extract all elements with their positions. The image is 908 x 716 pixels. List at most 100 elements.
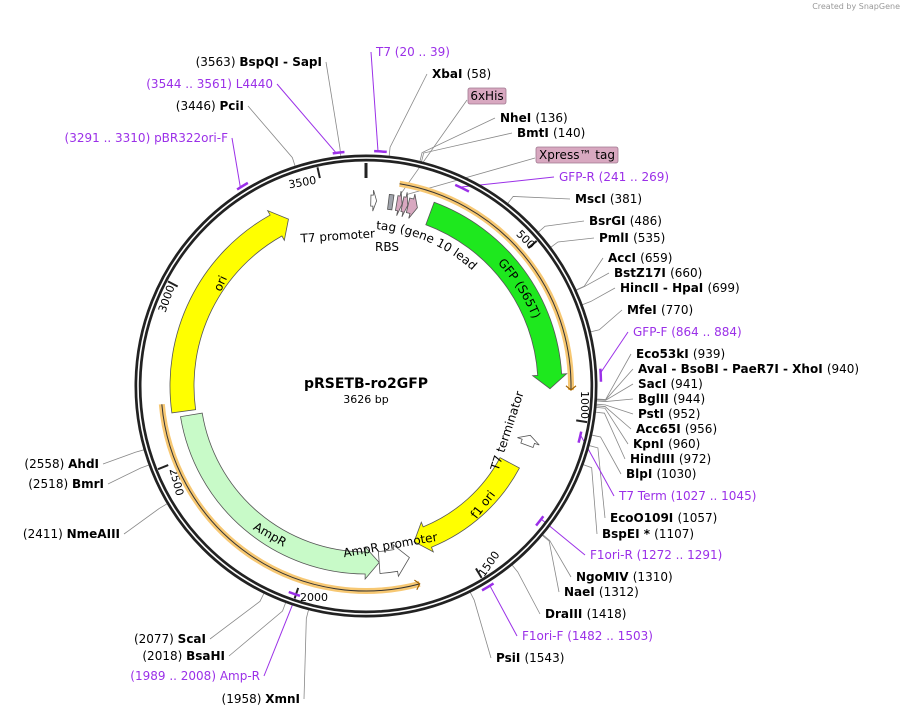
plasmid-name: pRSETB-ro2GFP <box>304 376 428 392</box>
primer-label[interactable]: F1ori-R (1272 .. 1291) <box>590 548 722 562</box>
feature-ori[interactable] <box>169 209 289 414</box>
features <box>158 149 603 598</box>
t7-promoter-label: T7 promoter <box>299 226 375 245</box>
tag-xpress-tag[interactable] <box>400 192 409 217</box>
feature-t7-terminator[interactable] <box>517 434 540 448</box>
tag-callout[interactable]: Xpress™ tag <box>535 146 619 164</box>
primer-mark <box>481 582 495 592</box>
enzyme-leader <box>303 609 309 700</box>
primer-label[interactable]: GFP-R (241 .. 269) <box>559 170 669 184</box>
primer-label[interactable]: (3291 .. 3310) pBR322ori-F <box>65 131 229 145</box>
enzyme-leader <box>596 403 634 415</box>
enzyme-site[interactable]: MfeI (770) <box>627 303 693 317</box>
primer-leader <box>600 331 629 374</box>
tag-callout[interactable]: 6xHis <box>467 87 507 105</box>
primer-label[interactable]: F1ori-F (1482 .. 1503) <box>522 629 653 643</box>
enzyme-site[interactable]: XbaI (58) <box>432 67 491 81</box>
enzyme-leader <box>575 257 604 291</box>
enzyme-leader <box>596 383 634 401</box>
primer-label[interactable]: T7 Term (1027 .. 1045) <box>618 489 756 503</box>
enzyme-site[interactable]: BlpI (1030) <box>626 467 696 481</box>
enzyme-leader <box>596 405 632 430</box>
rbs-label: RBS <box>375 240 399 254</box>
primer-label[interactable]: (3544 .. 3561) L4440 <box>146 77 273 91</box>
enzyme-site[interactable]: NaeI (1312) <box>564 585 639 599</box>
enzyme-leader <box>421 132 513 162</box>
enzyme-site[interactable]: BmtI (140) <box>517 126 585 140</box>
enzyme-site[interactable]: Eco53kI (939) <box>636 347 725 361</box>
primer-mark <box>332 150 345 155</box>
orf-arrowhead <box>414 579 421 591</box>
plasmid-size: 3626 bp <box>343 393 388 406</box>
primer-leader <box>370 51 379 152</box>
primer-label[interactable]: T7 (20 .. 39) <box>375 45 450 59</box>
feature-gfp-s65t-[interactable] <box>425 201 568 390</box>
enzyme-site[interactable]: PmlI (535) <box>599 231 665 245</box>
primer-mark <box>374 149 387 154</box>
enzyme-leader <box>538 220 585 233</box>
enzyme-site[interactable]: (2518) BmrI <box>28 477 104 491</box>
enzyme-site[interactable]: NgoMIV (1310) <box>576 570 673 584</box>
enzyme-site[interactable]: KpnI (960) <box>633 437 700 451</box>
enzyme-leader <box>595 406 629 445</box>
tick-mark <box>316 167 321 179</box>
tick-mark <box>576 419 588 424</box>
primer-mark <box>535 515 545 527</box>
tick-label: 1000 <box>578 391 591 419</box>
enzyme-site[interactable]: HincII - HpaI (699) <box>620 281 740 295</box>
leader-lines <box>102 51 634 700</box>
feature-t7-promoter[interactable] <box>370 190 378 212</box>
tick-mark <box>475 567 483 579</box>
enzyme-site[interactable]: BstZ17I (660) <box>614 266 702 280</box>
enzyme-leader <box>589 445 606 519</box>
tick-label: 2000 <box>300 591 328 604</box>
enzyme-site[interactable]: MscI (381) <box>575 192 642 206</box>
primer-label[interactable]: GFP-F (864 .. 884) <box>633 325 742 339</box>
tick-mark <box>293 587 300 599</box>
enzyme-site[interactable]: (3563) BspQI - SapI <box>196 55 322 69</box>
enzyme-site[interactable]: HindIII (972) <box>630 452 711 466</box>
feature-rbs[interactable] <box>387 193 395 211</box>
tag-6xhis[interactable] <box>395 191 403 216</box>
enzyme-site[interactable]: AccI (659) <box>608 251 672 265</box>
enzyme-site[interactable]: PsiI (1543) <box>496 651 564 665</box>
enzyme-leader <box>469 591 492 659</box>
enzyme-site[interactable]: (2077) ScaI <box>134 632 206 646</box>
enzyme-site[interactable]: EcoO109I (1057) <box>610 511 717 525</box>
ori-label: ori <box>211 273 230 293</box>
primer-label[interactable]: (1989 .. 2008) Amp-R <box>130 669 260 683</box>
enzyme-leader <box>247 105 296 167</box>
tick-mark <box>167 280 179 288</box>
enzyme-site[interactable]: (2411) NmeAIII <box>23 527 120 541</box>
tick-label: 3500 <box>287 174 317 192</box>
orf-arrowhead <box>565 385 577 391</box>
enzyme-site[interactable]: BsrGI (486) <box>589 214 662 228</box>
primer-mark <box>599 368 603 382</box>
feature-ampr[interactable] <box>180 412 380 581</box>
enzyme-site[interactable]: NheI (136) <box>500 111 568 125</box>
enzyme-leader <box>102 449 145 465</box>
enzyme-site[interactable]: (2558) AhdI <box>24 457 99 471</box>
feature-ampr-promoter[interactable] <box>377 543 410 578</box>
enzyme-site[interactable]: (3446) PciI <box>176 99 244 113</box>
enzyme-site[interactable]: SacI (941) <box>638 377 703 391</box>
enzyme-site[interactable]: AvaI - BsoBI - PaeR7I - XhoI (940) <box>638 362 859 376</box>
feature-t7-tag-gene-10-leader-[interactable] <box>405 194 418 219</box>
enzyme-site[interactable]: (2018) BsaHI <box>142 649 225 663</box>
enzyme-site[interactable]: Acc65I (956) <box>636 422 717 436</box>
enzyme-leader <box>542 534 560 593</box>
primer-leader <box>276 83 337 154</box>
enzyme-leader <box>123 503 168 535</box>
enzyme-site[interactable]: BspEI * (1107) <box>602 527 694 541</box>
enzyme-site[interactable]: (1958) XmnI <box>222 692 300 706</box>
enzyme-site[interactable]: DraIII (1418) <box>545 607 626 621</box>
enzyme-leader <box>107 464 150 485</box>
svg-text:Xpress™ tag: Xpress™ tag <box>539 148 615 162</box>
enzyme-site[interactable]: BglII (944) <box>638 392 705 406</box>
primer-mark <box>577 431 583 444</box>
snapgene-credit: Created by SnapGene <box>812 2 900 11</box>
feature-f1-ori[interactable] <box>413 457 520 553</box>
enzyme-site[interactable]: PstI (952) <box>638 407 700 421</box>
